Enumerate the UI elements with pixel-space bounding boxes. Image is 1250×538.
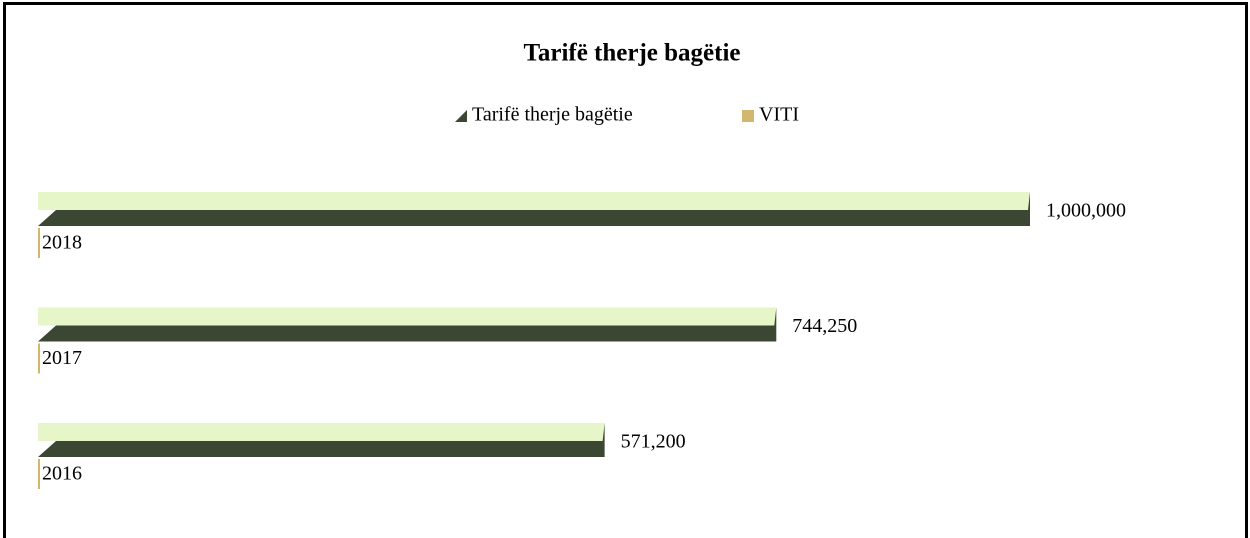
legend-label: VITI xyxy=(759,104,799,126)
data-label: 2016 xyxy=(42,463,82,485)
data-label: 571,200 xyxy=(621,431,686,453)
bar-top xyxy=(38,423,605,441)
bar xyxy=(38,423,605,457)
chart-title: Tarifë therje bagëtie xyxy=(523,40,740,67)
bar-top xyxy=(38,192,1030,210)
legend-marker xyxy=(455,110,467,122)
legend-label: Tarifë therje bagëtie xyxy=(472,104,633,126)
legend-marker xyxy=(742,110,754,122)
data-label: 744,250 xyxy=(792,315,857,337)
bar-top xyxy=(38,307,777,326)
bar xyxy=(38,192,1030,226)
bar xyxy=(38,228,41,258)
bar-front xyxy=(38,423,605,457)
bar-front xyxy=(38,307,777,342)
data-label: 2017 xyxy=(42,347,82,369)
bar xyxy=(38,307,777,342)
data-label: 2018 xyxy=(42,232,82,254)
bar xyxy=(38,343,41,374)
bar-front xyxy=(38,192,1030,226)
data-label: 1,000,000 xyxy=(1046,200,1126,222)
bar xyxy=(38,459,40,489)
frame xyxy=(3,2,1248,538)
